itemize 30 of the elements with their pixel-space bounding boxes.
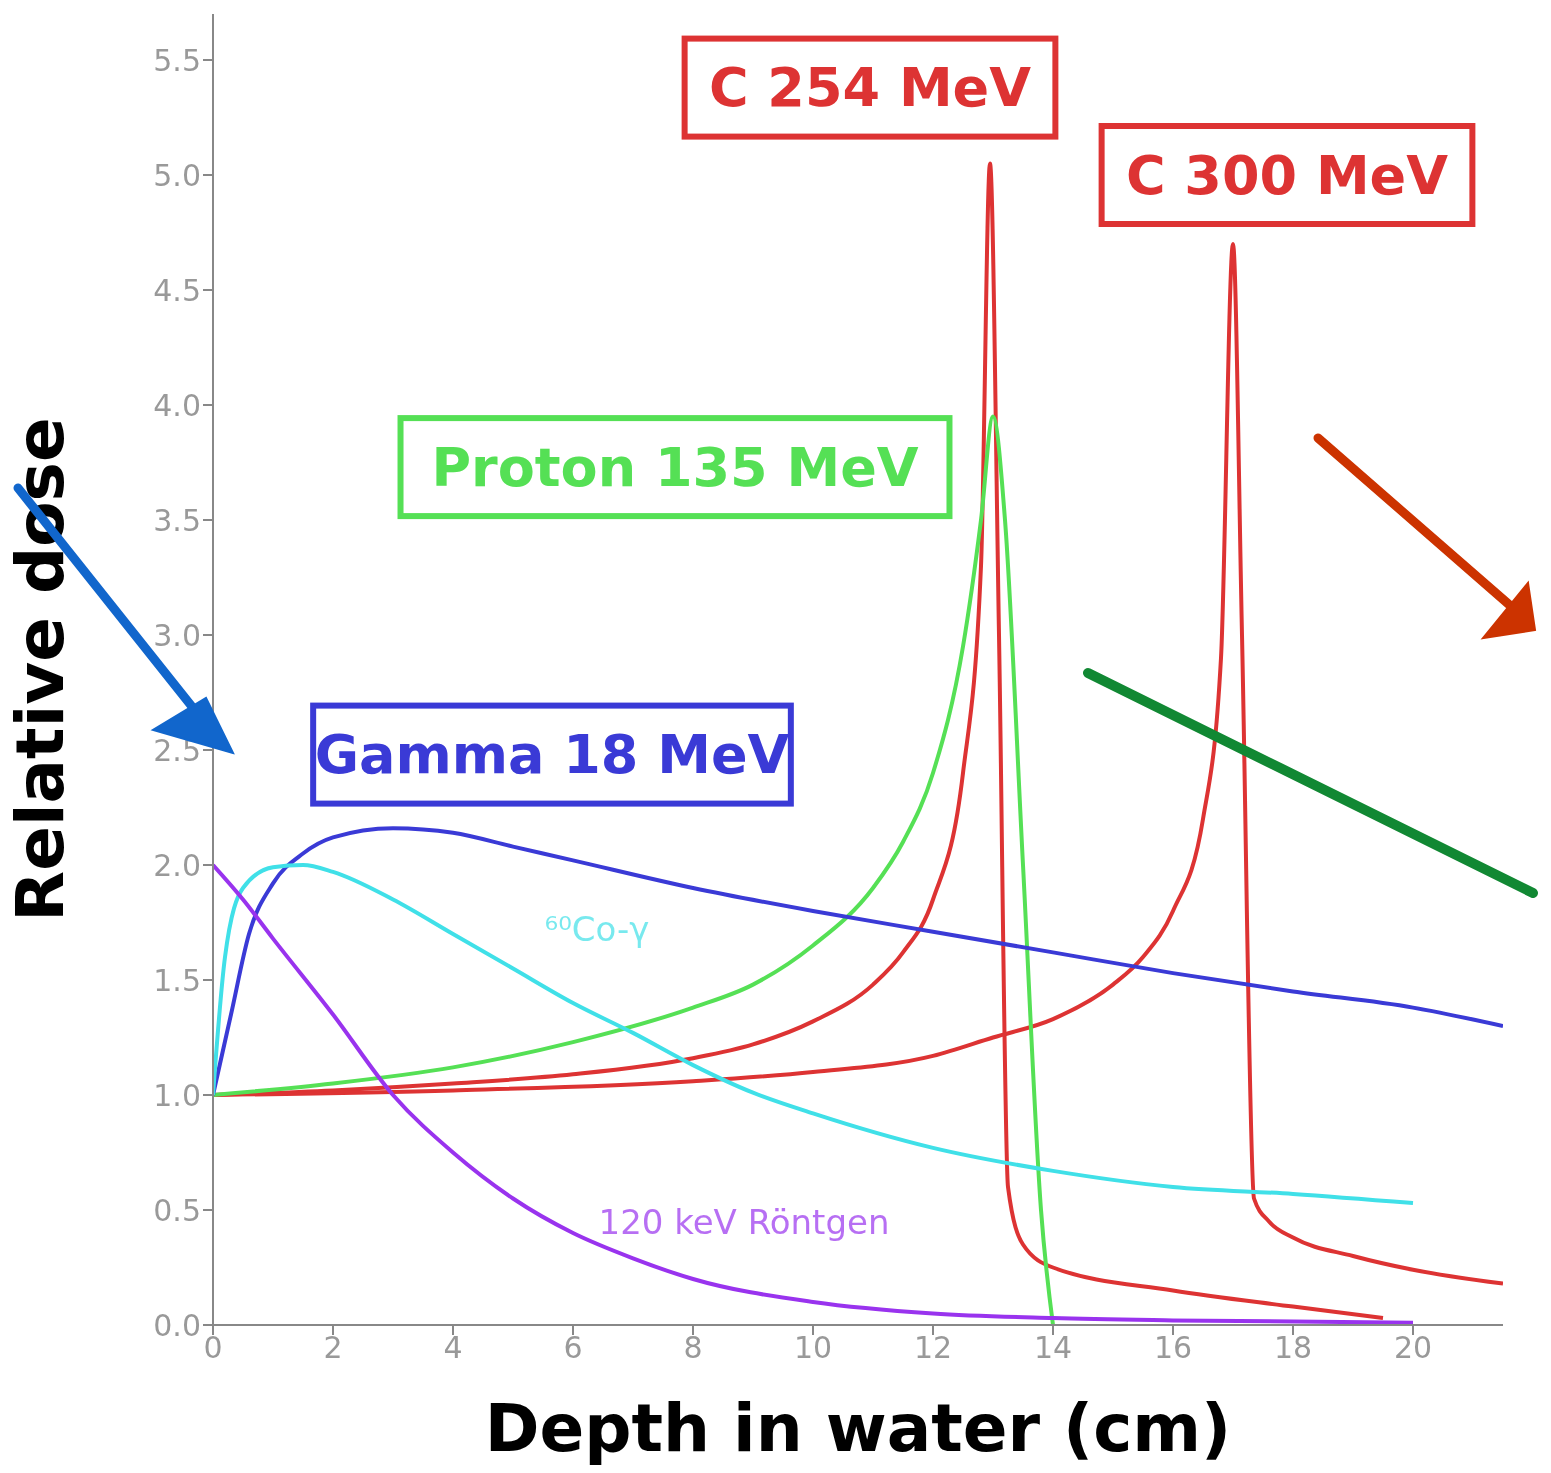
x-tick-label: 12	[913, 1330, 953, 1366]
x-axis-title: Depth in water (cm)	[484, 1390, 1232, 1467]
x-tick-label: 2	[323, 1330, 343, 1366]
x-tick-label: 14	[1033, 1330, 1073, 1366]
series-label: ⁶⁰Co-γ	[544, 909, 650, 950]
y-tick-label: 1.0	[153, 1077, 201, 1113]
x-tick-label: 6	[563, 1330, 583, 1366]
series-label: 120 keV Röntgen	[598, 1201, 890, 1242]
x-tick-label: 16	[1153, 1330, 1193, 1366]
series-label: Gamma 18 MeV	[314, 723, 790, 787]
y-tick-label: 4.5	[153, 272, 201, 308]
x-tick-label: 18	[1273, 1330, 1313, 1366]
y-tick-label: 0.0	[153, 1307, 201, 1343]
y-tick-label: 3.0	[153, 617, 201, 653]
y-axis-title: Relative dose	[2, 417, 80, 922]
y-tick-label: 4.0	[153, 387, 201, 423]
x-tick-label: 8	[683, 1330, 703, 1366]
x-tick-label: 20	[1393, 1330, 1433, 1366]
y-tick-label: 5.0	[153, 157, 201, 193]
series-label: C 254 MeV	[708, 56, 1032, 120]
series-label: C 300 MeV	[1125, 143, 1449, 207]
y-tick-label: 2.0	[153, 847, 201, 883]
y-tick-label: 5.5	[153, 42, 201, 78]
x-tick-label: 0	[203, 1330, 223, 1366]
y-tick-label: 1.5	[153, 962, 201, 998]
y-tick-label: 0.5	[153, 1192, 201, 1228]
series-label: Proton 135 MeV	[431, 435, 919, 499]
x-tick-label: 10	[793, 1330, 833, 1366]
x-tick-label: 4	[443, 1330, 463, 1366]
y-tick-label: 3.5	[153, 502, 201, 538]
